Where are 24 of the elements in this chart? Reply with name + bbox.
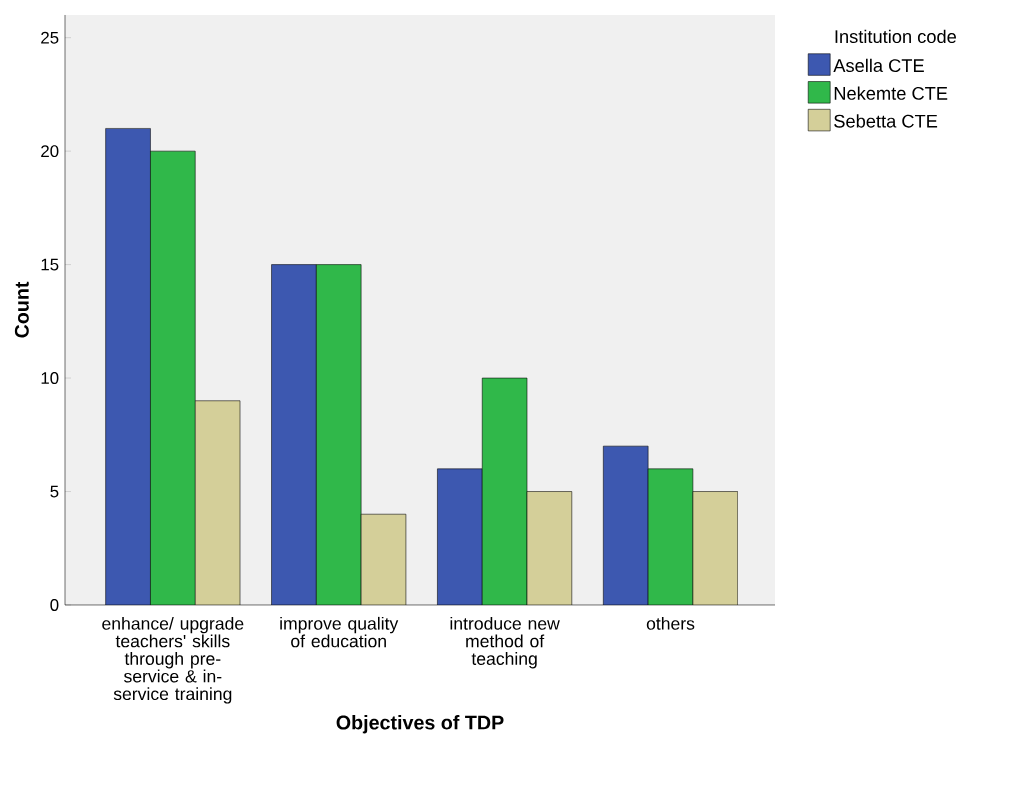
y-tick-label: 5: [50, 485, 59, 498]
y-tick-label: 10: [41, 372, 59, 385]
bar: [316, 264, 362, 605]
bar: [603, 445, 649, 605]
bar: [105, 128, 151, 605]
y-tick-label: 20: [41, 145, 59, 158]
bar: [271, 264, 317, 605]
legend-label: Sebetta CTE: [834, 114, 938, 128]
bar: [647, 468, 694, 605]
legend-title: Institution code: [835, 29, 956, 44]
x-tick-label: introduce new method of teaching: [450, 616, 560, 669]
bar: [437, 468, 483, 605]
y-tick-label: 0: [50, 599, 59, 611]
x-tick-label: others: [646, 616, 695, 630]
x-tick-label: improve quality of education: [280, 616, 399, 648]
y-tick-label: 25: [41, 31, 59, 44]
legend-label: Nekemte CTE: [834, 86, 948, 100]
y-tick-label: 15: [41, 258, 59, 271]
x-tick-label: enhance/ upgrade teachers' skills through pre-service & in-service training: [102, 616, 244, 704]
x-axis-title: Objectives of TDP: [336, 715, 504, 734]
y-axis-title: Count: [14, 281, 29, 338]
bar: [482, 378, 528, 605]
bar: [150, 151, 196, 605]
legend-label: Asella CTE: [833, 58, 924, 73]
